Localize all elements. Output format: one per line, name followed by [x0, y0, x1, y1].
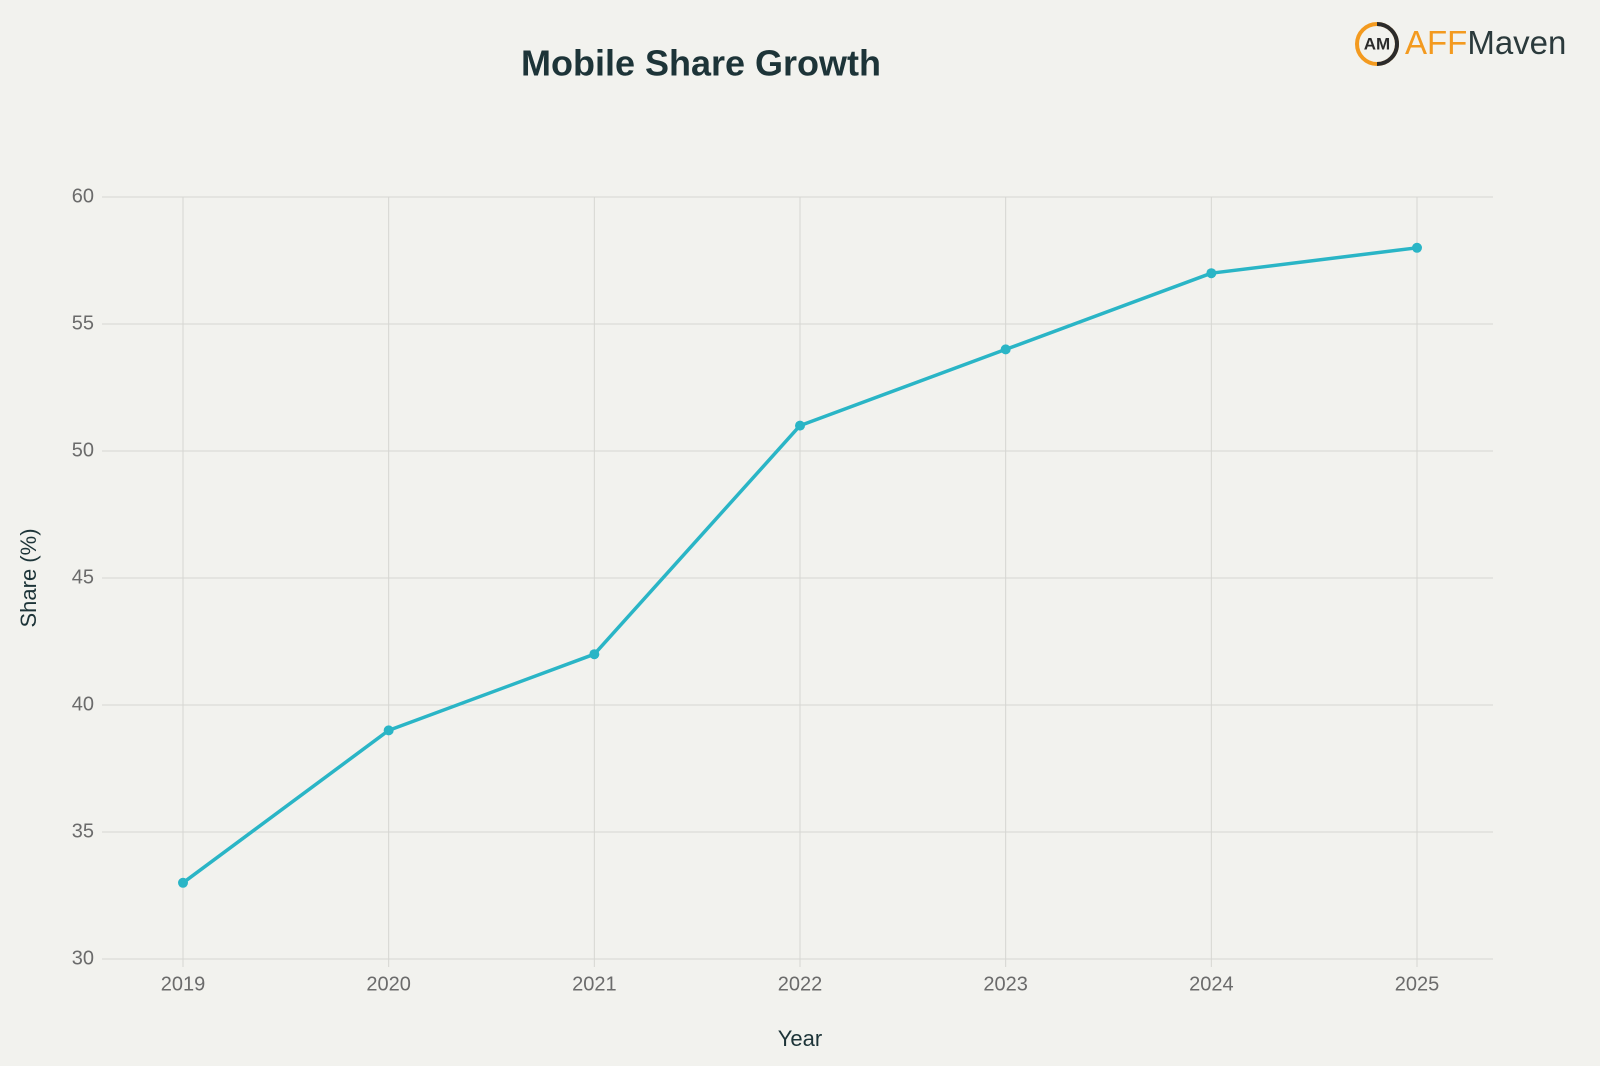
data-point	[178, 877, 188, 888]
y-tick-label: 40	[72, 693, 94, 715]
y-tick-label: 30	[72, 947, 94, 969]
chart-title: Mobile Share Growth	[521, 43, 881, 84]
y-axis-label: Share (%)	[16, 528, 41, 627]
x-axis-label: Year	[778, 1026, 822, 1051]
data-point	[383, 725, 394, 736]
data-point	[795, 420, 805, 431]
data-point	[1206, 268, 1217, 279]
x-tick-label: 2024	[1189, 973, 1234, 995]
logo-mark: AM	[1364, 34, 1390, 53]
x-tick-label: 2025	[1395, 973, 1440, 995]
logo-icon-half	[1376, 22, 1399, 66]
data-point	[589, 649, 600, 660]
data-point	[1000, 344, 1011, 355]
x-tick-label: 2021	[572, 973, 617, 995]
logo: AM AFFMaven	[1355, 22, 1566, 66]
logo-accent: AFF	[1405, 24, 1467, 61]
x-tick-label: 2023	[983, 973, 1028, 995]
y-tick-label: 50	[72, 439, 94, 461]
logo-name: Maven	[1467, 24, 1566, 61]
logo-text: AFFMaven	[1405, 24, 1566, 61]
y-tick-label: 55	[72, 312, 94, 334]
y-tick-label: 35	[72, 820, 94, 842]
x-tick-label: 2019	[161, 973, 206, 995]
data-point	[1412, 242, 1422, 253]
y-tick-label: 45	[72, 566, 94, 588]
x-tick-label: 2022	[778, 973, 823, 995]
y-tick-label: 60	[72, 185, 94, 207]
x-tick-label: 2020	[366, 973, 411, 995]
